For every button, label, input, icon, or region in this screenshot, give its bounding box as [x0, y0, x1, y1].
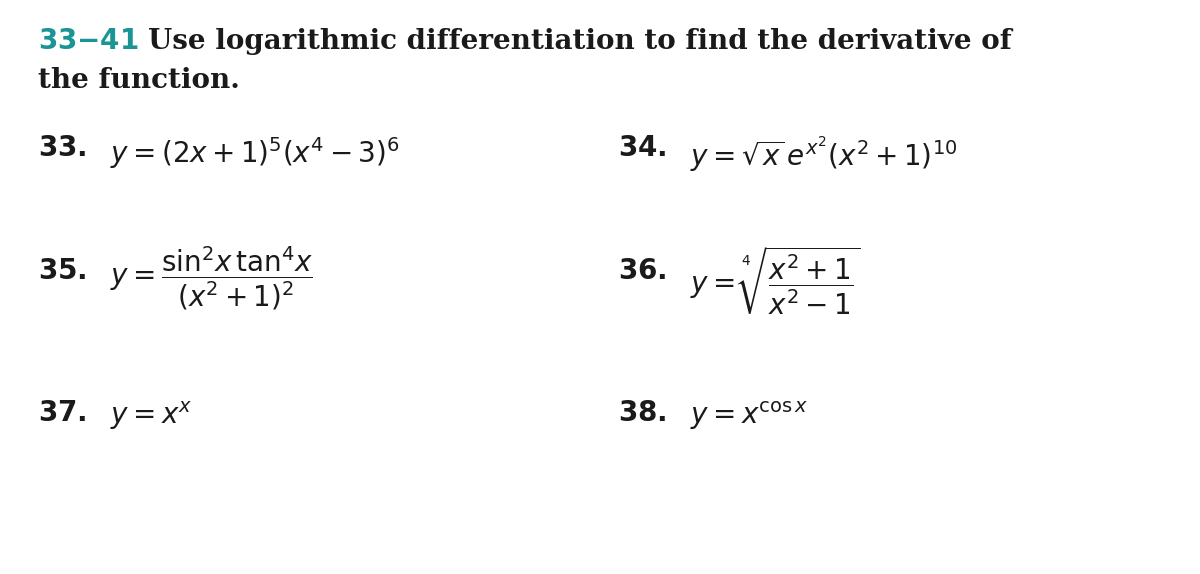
- Text: $\mathbf{33}$$\mathbf{-}$$\mathbf{41}$: $\mathbf{33}$$\mathbf{-}$$\mathbf{41}$: [38, 28, 138, 55]
- Text: $\mathbf{33.}$: $\mathbf{33.}$: [38, 135, 86, 162]
- Text: $\mathbf{36.}$: $\mathbf{36.}$: [618, 258, 666, 285]
- Text: $y = x^{\cos x}$: $y = x^{\cos x}$: [690, 400, 809, 432]
- Text: $y = \sqrt{x}\,e^{x^2}(x^2 + 1)^{10}$: $y = \sqrt{x}\,e^{x^2}(x^2 + 1)^{10}$: [690, 135, 958, 174]
- Text: $y = \dfrac{\sin^2\!x\,\tan^4\!x}{(x^2 + 1)^2}$: $y = \dfrac{\sin^2\!x\,\tan^4\!x}{(x^2 +…: [110, 245, 313, 312]
- Text: $\mathbf{37.}$: $\mathbf{37.}$: [38, 400, 86, 427]
- Text: $y = \sqrt[4]{\dfrac{x^2 + 1}{x^2 - 1}}$: $y = \sqrt[4]{\dfrac{x^2 + 1}{x^2 - 1}}$: [690, 245, 860, 317]
- Text: $\mathbf{38.}$: $\mathbf{38.}$: [618, 400, 666, 427]
- Text: the function.: the function.: [38, 67, 240, 94]
- Text: Use logarithmic differentiation to find the derivative of: Use logarithmic differentiation to find …: [148, 28, 1012, 55]
- Text: $\mathbf{35.}$: $\mathbf{35.}$: [38, 258, 86, 285]
- Text: $y = x^x$: $y = x^x$: [110, 400, 193, 432]
- Text: $\mathbf{34.}$: $\mathbf{34.}$: [618, 135, 666, 162]
- Text: $y = (2x + 1)^5(x^4 - 3)^6$: $y = (2x + 1)^5(x^4 - 3)^6$: [110, 135, 400, 171]
